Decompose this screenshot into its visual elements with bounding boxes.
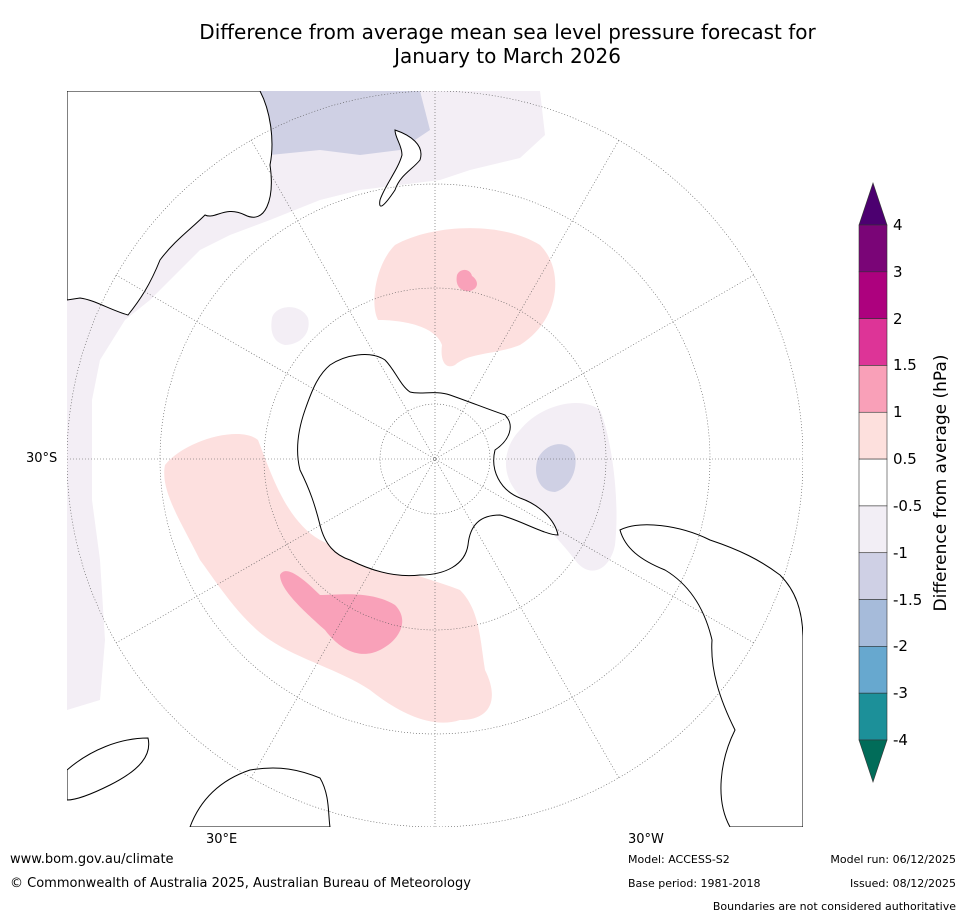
colorbar-tick-label: -2: [893, 637, 908, 656]
colorbar-bin: [858, 599, 888, 647]
colorbar-tick-label: -3: [893, 684, 908, 703]
colorbar-bin: [858, 458, 888, 507]
south-america-coastline: [619, 524, 803, 827]
colorbar-tick-label: -0.5: [893, 496, 923, 515]
footer-issued: Issued: 08/12/2025: [849, 877, 956, 890]
positive-anomaly-indian: [164, 434, 492, 723]
colorbar-tick-label: -1: [893, 543, 908, 562]
lon-label-30e: 30°E: [206, 832, 238, 847]
colorbar-bin: [858, 365, 888, 413]
negative-anomaly-west-pacific: [67, 91, 545, 710]
positive-anomaly-pacific-core: [456, 269, 477, 292]
colorbar-tick-label: 0.5: [893, 450, 917, 469]
negative-anomaly-atlantic-core: [535, 444, 576, 492]
footer-model-run: Model run: 06/12/2025: [830, 853, 956, 866]
title-line-2: January to March 2026: [394, 44, 621, 68]
footer-website: www.bom.gov.au/climate: [10, 852, 174, 867]
colorbar-bin: [858, 271, 888, 319]
negative-anomaly-small-patch: [271, 307, 309, 345]
footer-base-period: Base period: 1981-2018: [628, 877, 761, 890]
colorbar-bin: [858, 505, 888, 554]
footer-disclaimer: Boundaries are not considered authoritat…: [712, 900, 956, 913]
colorbar-tick-label: -4: [893, 731, 908, 749]
africa-coastline: [189, 767, 331, 827]
colorbar-bin: [858, 692, 888, 741]
lat-label-30s: 30°S: [26, 451, 58, 466]
antarctica-coastline: [297, 354, 559, 577]
colorbar: [858, 182, 888, 783]
colorbar-extend-bottom: [858, 739, 888, 783]
title-line-1: Difference from average mean sea level p…: [199, 20, 816, 44]
madagascar-coastline: [67, 737, 150, 801]
colorbar-tick-label: 1: [893, 403, 903, 422]
chart-title: Difference from average mean sea level p…: [100, 20, 915, 68]
colorbar-tick-label: 2: [893, 309, 903, 328]
colorbar-extend-top: [858, 182, 888, 226]
graticule: [67, 91, 803, 827]
colorbar-bin: [858, 646, 888, 694]
map-area: [67, 91, 803, 827]
lon-label-30w: 30°W: [628, 832, 664, 847]
colorbar-tick-label: 1.5: [893, 356, 917, 375]
footer-model: Model: ACCESS-S2: [628, 853, 730, 866]
positive-anomaly-pacific: [374, 228, 556, 367]
positive-anomaly-indian-core: [280, 571, 403, 654]
colorbar-bin: [858, 318, 888, 366]
colorbar-tick-label: 3: [893, 262, 903, 281]
colorbar-tick-label: -1.5: [893, 590, 923, 609]
colorbar-title: Difference from average (hPa): [931, 354, 951, 612]
colorbar-bin: [858, 411, 888, 460]
new-zealand-coastline: [379, 129, 422, 207]
colorbar-bin: [858, 552, 888, 600]
australia-coastline: [67, 91, 273, 316]
colorbar-bin: [858, 224, 888, 273]
colorbar-tick-label: 4: [893, 216, 903, 234]
footer-copyright: © Commonwealth of Australia 2025, Austra…: [10, 876, 471, 891]
